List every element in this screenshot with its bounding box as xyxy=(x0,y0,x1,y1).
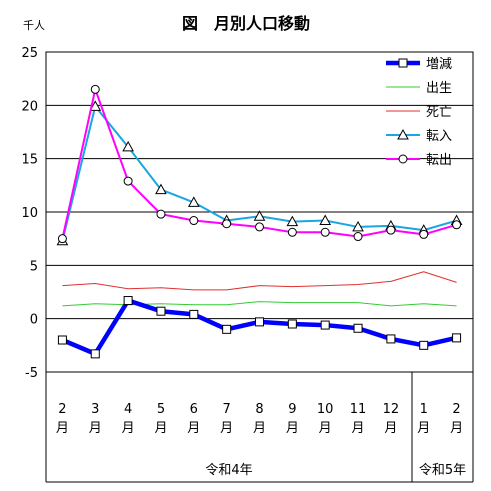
data-point xyxy=(320,227,330,237)
x-tick-month: 2 xyxy=(452,402,460,417)
x-tick-month: 7 xyxy=(223,402,231,417)
y-axis-unit-label: 千人 xyxy=(23,19,45,32)
x-tick-month: 1 xyxy=(420,402,428,417)
y-tick-label: -5 xyxy=(25,366,38,381)
legend-item: 転入 xyxy=(386,128,452,144)
x-tick-unit: 月 xyxy=(253,421,266,436)
x-tick-month: 6 xyxy=(190,402,198,417)
data-point xyxy=(419,229,429,239)
data-point xyxy=(452,220,462,230)
data-point xyxy=(287,319,297,329)
data-point xyxy=(156,209,166,219)
data-point xyxy=(189,216,199,226)
data-point xyxy=(287,227,297,237)
data-point xyxy=(90,349,100,359)
data-point xyxy=(255,317,264,327)
data-point xyxy=(222,219,232,229)
data-point xyxy=(90,84,100,94)
data-point xyxy=(189,309,199,319)
data-point xyxy=(386,225,396,235)
series-4 xyxy=(57,84,462,244)
era-label: 令和4年 xyxy=(205,463,252,478)
legend-item: 死亡 xyxy=(386,105,452,120)
x-tick-month: 5 xyxy=(157,402,165,417)
legend-label: 出生 xyxy=(426,81,452,96)
x-tick-unit: 月 xyxy=(352,421,365,436)
x-tick-unit: 月 xyxy=(384,421,397,436)
data-point xyxy=(222,324,232,334)
data-point xyxy=(320,320,330,330)
data-point xyxy=(319,214,332,226)
x-tick-month: 2 xyxy=(58,402,66,417)
data-point xyxy=(155,183,167,195)
series-line xyxy=(62,301,457,307)
series-0 xyxy=(57,296,462,359)
legend-label: 増減 xyxy=(426,56,452,72)
data-point xyxy=(156,306,166,316)
data-point xyxy=(353,323,363,333)
series-layer xyxy=(56,84,463,359)
x-tick-month: 12 xyxy=(383,402,400,417)
data-point xyxy=(123,176,133,186)
series-1 xyxy=(62,301,457,307)
y-tick-label: 20 xyxy=(21,99,38,114)
series-line xyxy=(61,298,458,357)
data-point xyxy=(386,334,396,344)
x-tick-unit: 月 xyxy=(56,421,69,436)
chart-title: 図 月別人口移動 xyxy=(182,14,310,33)
legend-item: 増減 xyxy=(386,56,452,72)
x-tick-unit: 月 xyxy=(89,421,102,436)
data-point xyxy=(122,140,134,152)
x-tick-unit: 月 xyxy=(417,421,430,436)
y-tick-label: 5 xyxy=(30,259,38,274)
data-point xyxy=(398,58,408,68)
x-tick-month: 11 xyxy=(350,402,367,417)
x-tick-month: 4 xyxy=(124,402,132,417)
data-point xyxy=(57,234,67,244)
data-point xyxy=(353,232,363,242)
legend-label: 転出 xyxy=(426,153,452,168)
x-tick-month: 3 xyxy=(91,402,99,417)
series-line xyxy=(62,271,457,291)
y-tick-label: 15 xyxy=(21,153,38,168)
x-tick-unit: 月 xyxy=(319,421,332,436)
data-point xyxy=(57,335,67,345)
series-2 xyxy=(62,271,457,291)
data-point xyxy=(286,215,299,227)
data-point xyxy=(352,220,364,232)
x-tick-unit: 月 xyxy=(220,421,233,436)
era-label: 令和5年 xyxy=(419,463,466,478)
data-point xyxy=(397,128,409,140)
y-tick-label: 25 xyxy=(21,46,38,61)
data-point xyxy=(89,100,102,111)
legend-item: 転出 xyxy=(386,153,452,168)
x-tick-month: 8 xyxy=(255,402,263,417)
data-point xyxy=(398,154,408,164)
axis-layer: -5 0 5 10 15 20 25 2 月 3 月 4 月 5 月 6 月 7 月 8 月 9 月 10 月 11 月 12 月 1 月 2… xyxy=(21,46,474,483)
y-tick-label: 10 xyxy=(21,206,38,221)
data-point xyxy=(253,210,266,221)
x-tick-unit: 月 xyxy=(154,421,167,436)
data-point xyxy=(255,222,264,232)
data-point xyxy=(452,333,462,343)
legend-item: 出生 xyxy=(386,81,452,96)
legend-label: 転入 xyxy=(426,129,452,144)
data-point xyxy=(123,296,133,306)
x-tick-unit: 月 xyxy=(122,421,135,436)
y-tick-label: 0 xyxy=(30,313,38,328)
x-tick-unit: 月 xyxy=(286,421,299,436)
legend-label: 死亡 xyxy=(426,105,452,120)
x-tick-unit: 月 xyxy=(187,421,200,436)
data-point xyxy=(187,196,200,207)
x-tick-month: 10 xyxy=(317,402,334,417)
x-tick-month: 9 xyxy=(288,402,296,417)
data-point xyxy=(419,340,429,350)
x-tick-unit: 月 xyxy=(450,421,463,436)
